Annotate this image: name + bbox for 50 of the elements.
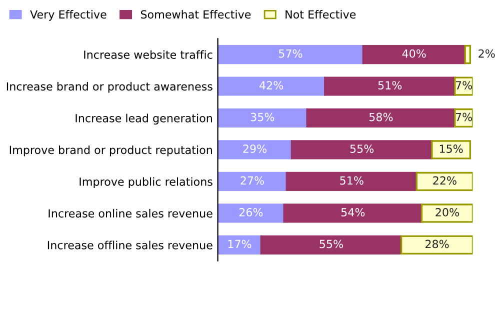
data-label: 55% <box>320 240 343 248</box>
bar <box>290 140 433 160</box>
data-label: 7% <box>456 81 472 90</box>
data-label: 40% <box>402 49 426 58</box>
data-label: 42% <box>260 81 284 90</box>
data-label: 29% <box>243 144 266 153</box>
data-label: 28% <box>426 240 449 248</box>
data-label: 22% <box>433 176 456 185</box>
y-tick-label: Increase offline sales revenue <box>48 240 212 250</box>
y-tick-label: Increase lead generation <box>76 114 212 125</box>
data-label: 15% <box>440 144 463 153</box>
legend-label: Very Effective <box>30 10 106 21</box>
data-label: 20% <box>436 208 459 216</box>
y-tick-label: Increase website traffic <box>84 50 212 59</box>
y-tick-label: Increase brand or product awareness <box>6 82 212 93</box>
y-tick-label: Improve brand or product reputation <box>10 146 212 156</box>
data-label: 55% <box>350 144 374 153</box>
bar <box>218 172 288 192</box>
bar <box>454 76 473 96</box>
bar <box>420 204 473 223</box>
data-label: 51% <box>378 81 402 90</box>
bar <box>400 235 473 255</box>
data-label: 2% <box>478 49 495 58</box>
bar <box>416 172 473 192</box>
legend-label: Somewhat Effective <box>140 10 251 19</box>
y-tick-label: Improve public relations <box>80 177 212 188</box>
bar <box>260 235 402 255</box>
bar <box>362 44 466 64</box>
bar <box>324 76 456 96</box>
data-label: 26% <box>239 208 263 216</box>
bar <box>286 172 418 192</box>
bar <box>283 204 423 223</box>
bar <box>464 44 472 64</box>
y-tick-label: Increase online sales revenue <box>48 208 212 218</box>
bar <box>218 108 308 128</box>
data-label: 57% <box>278 49 302 58</box>
data-label: 51% <box>340 176 364 185</box>
bar <box>306 108 456 128</box>
data-label: 35% <box>250 112 274 122</box>
bar <box>218 140 293 160</box>
bar <box>218 204 285 223</box>
data-label: 17% <box>228 240 252 248</box>
data-label: 58% <box>369 112 393 122</box>
data-label: 54% <box>341 208 365 216</box>
legend-label: Not Effective <box>286 10 356 19</box>
data-label: 7% <box>456 112 472 122</box>
bar <box>431 140 472 160</box>
bar <box>218 76 326 96</box>
bar <box>218 44 364 64</box>
data-label: 27% <box>240 176 264 185</box>
